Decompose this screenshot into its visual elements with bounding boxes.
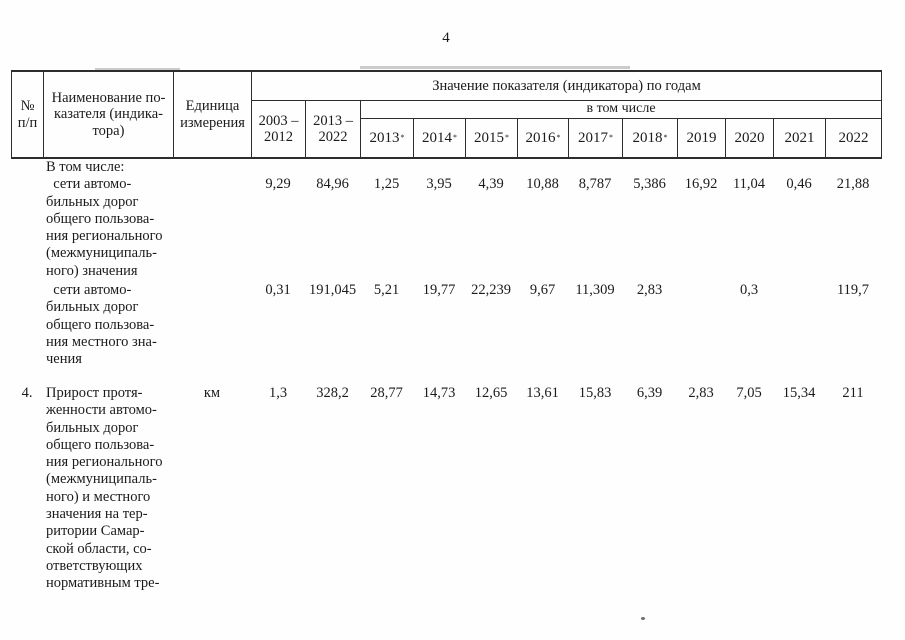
year-label: 2017 <box>578 129 608 146</box>
value-2003-2012: 9,29 <box>265 176 291 193</box>
scan-dot-artifact <box>641 617 645 620</box>
header-cell-2003-2012: 2003 – 2012 <box>252 101 306 157</box>
year-header-2022: 2022 <box>826 119 882 157</box>
year-label: 2013 <box>369 129 400 146</box>
value-2018: 6,39 <box>636 385 663 401</box>
header-cell-including: в том числе <box>361 101 882 119</box>
value-2013-2022: 191,045 <box>308 282 357 298</box>
value-2021: 15,34 <box>782 385 816 401</box>
value-2021: 0,46 <box>786 176 812 193</box>
value-2016: 10,88 <box>526 176 559 193</box>
value-2022: 211 <box>842 385 864 401</box>
value-2020: 0,3 <box>739 282 759 298</box>
value-2017: 8,787 <box>578 176 612 193</box>
row-number <box>11 282 43 368</box>
year-header-2020: 2020 <box>726 119 774 157</box>
table-row: В том числе: сети автомо- бильных дорог … <box>11 159 881 280</box>
year-header-2017: 2017 * <box>569 119 623 157</box>
header-cell-2013-2022: 2013 – 2022 <box>306 101 361 157</box>
value-2018: 5,386 <box>633 176 666 193</box>
value-2016: 9,67 <box>529 282 556 298</box>
year-label: 2018 <box>632 129 663 146</box>
value-2022: 119,7 <box>836 282 870 298</box>
value-2014: 19,77 <box>422 282 456 298</box>
year-header-2013: 2013 * <box>361 119 414 157</box>
value-2016: 13,61 <box>526 385 559 401</box>
value-2019: 2,83 <box>688 385 714 401</box>
year-header-2021: 2021 <box>774 119 826 157</box>
value-2013: 1,25 <box>373 176 400 193</box>
year-header-2014: 2014 * <box>414 119 466 157</box>
year-label: 2019 <box>686 129 717 146</box>
value-2017: 11,309 <box>575 282 615 298</box>
value-2013-2022: 328,2 <box>316 385 349 401</box>
indicator-name: сети автомо- бильных дорог общего пользо… <box>46 282 157 368</box>
year-label: 2016 <box>525 129 556 146</box>
value-2014: 14,73 <box>422 385 456 401</box>
header-cell-indicator-name: Наименование по- казателя (индика- тора) <box>44 72 174 157</box>
value-2017: 15,83 <box>578 385 612 401</box>
value-2022: 21,88 <box>836 176 870 193</box>
row-number <box>11 159 43 280</box>
header-cell-values-by-year: Значение показателя (индикатора) по года… <box>252 72 882 101</box>
table-row: сети автомо- бильных дорог общего пользо… <box>11 282 881 368</box>
year-header-2018: 2018 * <box>623 119 678 157</box>
value-2013: 5,21 <box>373 282 400 298</box>
indicator-name: Прирост протя- женности автомо- бильных … <box>46 385 163 592</box>
unit-value <box>173 282 251 368</box>
value-2018: 2,83 <box>636 282 663 298</box>
value-2015: 4,39 <box>478 176 504 193</box>
year-header-2016: 2016 * <box>518 119 569 157</box>
table-row: 4. Прирост протя- женности автомо- бильн… <box>11 385 881 593</box>
year-label: 2021 <box>784 129 815 146</box>
row-number: 4. <box>21 385 33 401</box>
page-number: 4 <box>442 30 450 46</box>
unit-value <box>173 159 251 280</box>
unit-value: км <box>203 385 221 401</box>
value-2015: 12,65 <box>474 385 508 401</box>
year-label: 2015 <box>474 129 504 146</box>
value-2003-2012: 1,3 <box>268 385 288 401</box>
value-2015: 22,239 <box>471 282 511 298</box>
value-2014: 3,95 <box>426 176 452 193</box>
table-header: № п/п Наименование по- казателя (индика-… <box>11 70 882 159</box>
value-2021 <box>773 282 825 368</box>
value-2019 <box>677 282 725 368</box>
value-2013-2022: 84,96 <box>316 176 349 193</box>
scan-smudge <box>95 68 180 70</box>
year-label: 2014 <box>422 129 452 146</box>
value-2020: 11,04 <box>732 176 766 193</box>
year-label: 2022 <box>838 129 869 146</box>
year-label: 2020 <box>734 129 765 146</box>
header-cell-number: № п/п <box>12 72 44 157</box>
value-2020: 7,05 <box>736 385 762 401</box>
indicator-name: В том числе: сети автомо- бильных дорог … <box>46 159 163 279</box>
header-cell-unit: Единица измерения <box>174 72 252 157</box>
scan-smudge <box>360 66 630 69</box>
year-header-2015: 2015 * <box>466 119 518 157</box>
value-2019: 16,92 <box>684 176 718 193</box>
year-header-2019: 2019 <box>678 119 726 157</box>
value-2003-2012: 0,31 <box>265 282 291 298</box>
value-2013: 28,77 <box>370 385 403 401</box>
